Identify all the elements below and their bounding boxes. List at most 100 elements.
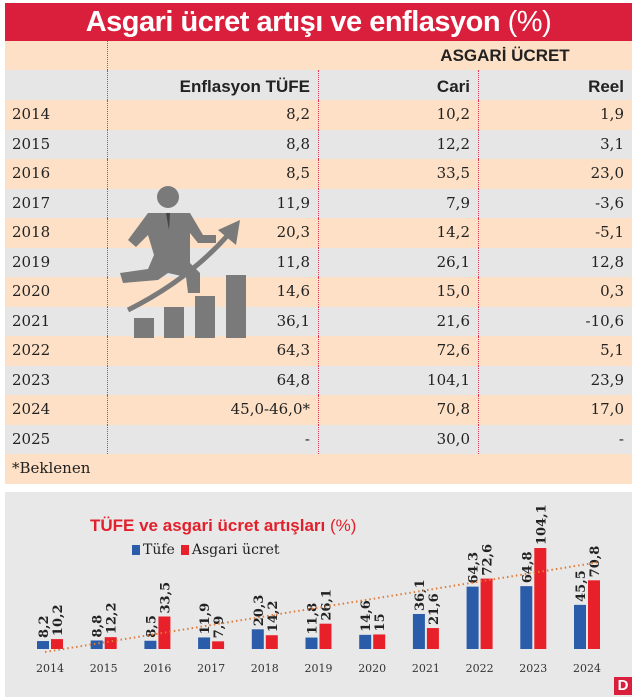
cell-tufe: 64,3 [107,336,318,366]
cell-cari: 14,2 [318,218,478,248]
legend-item-tufe: Tüfe [132,542,175,558]
cell-reel: 17,0 [478,395,632,425]
data-label-asgari: 104,1 [534,504,549,545]
chart-title-text: TÜFE ve asgari ücret artışları [90,516,326,535]
data-label-tufe: 14,6 [359,600,374,632]
cell-tufe: 8,2 [107,100,318,130]
bar-tufe [144,640,157,649]
x-tick-label: 2021 [412,662,440,675]
cell-year: 2017 [12,193,51,212]
table-row: 2015 8,8 12,2 3,1 [5,129,632,159]
table-row: 2016 8,5 33,5 23,0 [5,159,632,189]
bar-asgari [319,623,332,649]
bar-tufe [37,641,49,649]
data-label-tufe: 45,5 [574,570,589,602]
bar-tufe [466,586,479,649]
title-text: Asgari ücret artışı ve enflasyon [85,6,501,38]
cell-reel: 12,8 [478,247,632,277]
bar-asgari [265,635,278,649]
cell-reel: 3,1 [478,129,632,159]
cell-tufe: - [107,424,318,454]
cell-year: 2016 [12,164,51,182]
data-label-tufe: 8,5 [144,615,159,638]
cell-tufe: 11,8 [107,247,318,277]
data-label-tufe: 64,3 [467,552,482,584]
header-row: Enflasyon TÜFE Cari Reel [5,70,632,100]
cell-cari: 72,6 [318,336,478,366]
bar-tufe [198,637,211,649]
cell-year: 2018 [12,223,51,241]
data-label-asgari: 14,2 [266,601,281,633]
table-row: 2025 -30,0- [5,424,632,454]
table-row: 2022 64,3 72,6 5,1 [5,336,632,366]
cell-tufe: 45,0-46,0* [107,395,318,425]
table-row: 2017 11,9 7,9 -3,6 [5,188,632,218]
data-label-tufe: 8,8 [91,615,106,638]
data-label-tufe: 64,8 [520,551,535,583]
x-tick-label: 2016 [143,662,171,675]
cell-reel: -10,6 [478,306,632,336]
data-label-asgari: 26,1 [320,589,335,621]
x-tick-label: 2018 [251,662,279,675]
header-row-group: ASGARİ ÜCRET [5,41,632,70]
cell-cari: 30,0 [318,424,478,454]
cell-reel: 5,1 [478,336,632,366]
bar-asgari [158,616,171,649]
cell-cari: 15,0 [318,277,478,307]
data-label-asgari: 10,2 [51,604,66,636]
cell-cari: 33,5 [318,159,478,189]
legend-swatch-tufe [132,545,140,555]
cell-tufe: 64,8 [107,365,318,395]
cell-tufe: 36,1 [107,306,318,336]
cell-tufe: 8,5 [107,159,318,189]
bar-asgari [212,641,225,649]
bar-asgari [373,634,386,649]
legend-label-tufe: Tüfe [143,542,175,558]
cell-cari: 21,6 [318,306,478,336]
data-label-asgari: 72,6 [481,544,496,576]
table-row: 2023 64,8 104,1 23,9 [5,365,632,395]
x-tick-label: 2022 [466,662,494,675]
data-label-asgari: 33,5 [158,582,173,614]
cell-year: 2024 [12,400,51,418]
cell-tufe: 14,6 [107,277,318,307]
businessman-running-up-growth-chart-icon [120,186,246,338]
bar-asgari [51,639,63,649]
cell-cari: 10,2 [318,100,478,130]
bar-asgari [534,548,547,649]
bar-asgari [588,580,600,649]
cell-tufe: 20,3 [107,218,318,248]
chart-plot: 8,2 10,2 2014 8,8 12,2 2015 8,533,5 2016 11,9 7,9… [36,504,603,675]
cell-reel: 1,9 [478,100,632,130]
cell-tufe: 8,8 [107,129,318,159]
legend-item-asgari: Asgari ücret [180,542,280,558]
cell-year: 2022 [12,341,51,359]
cell-reel: 23,9 [478,365,632,395]
table-row: 2018 20,3 14,2 -5,1 [5,218,632,248]
bar-asgari [104,637,117,649]
cell-tufe: 11,9 [107,188,318,218]
title-unit: (%) [507,6,552,38]
cell-year: 2014 [12,105,51,123]
bar-tufe [574,604,586,649]
data-label-tufe: 36,1 [413,579,428,611]
trend-line [44,561,601,653]
page-title: Asgari ücret artışı ve enflasyon (%) [5,3,632,41]
chart-title-unit: (%) [330,516,357,535]
table-row: 2024 45,0-46,0* 70,8 17,0 [5,395,632,425]
x-tick-label: 2019 [305,662,333,675]
bar-chart-panel: TÜFE ve asgari ücret artışları (%) Tüfe … [5,492,632,697]
cell-cari: 70,8 [318,395,478,425]
data-label-asgari: 21,6 [427,593,442,625]
cell-reel: 0,3 [478,277,632,307]
header-cari: Cari [318,70,478,100]
data-table: ASGARİ ÜCRET Enflasyon TÜFE Cari Reel 20… [5,41,632,484]
x-tick-label: 2020 [358,662,386,675]
data-label-asgari: 15 [373,613,388,631]
bar-asgari [426,628,439,649]
group-header: ASGARİ ÜCRET [440,46,570,65]
x-tick-label: 2014 [36,662,64,675]
cell-cari: 26,1 [318,247,478,277]
data-label-tufe: 11,9 [198,603,213,635]
x-tick-label: 2015 [90,662,118,675]
